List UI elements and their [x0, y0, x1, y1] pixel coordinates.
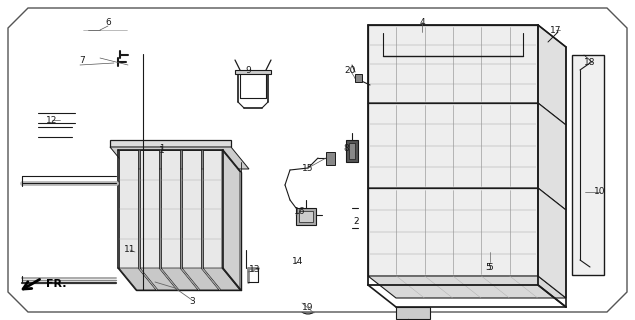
Ellipse shape: [139, 64, 147, 72]
Text: 20: 20: [344, 66, 356, 75]
Ellipse shape: [70, 113, 80, 123]
Text: 14: 14: [292, 258, 304, 267]
Polygon shape: [538, 103, 566, 210]
Text: FR.: FR.: [46, 279, 67, 289]
Polygon shape: [368, 25, 538, 103]
Text: 3: 3: [189, 298, 195, 307]
Text: 16: 16: [294, 207, 305, 217]
Text: 10: 10: [594, 188, 606, 196]
Polygon shape: [110, 140, 231, 147]
Ellipse shape: [148, 153, 162, 163]
Ellipse shape: [584, 55, 600, 69]
Ellipse shape: [83, 23, 127, 37]
Polygon shape: [119, 268, 156, 290]
Polygon shape: [346, 140, 358, 162]
Ellipse shape: [300, 302, 316, 314]
Text: 12: 12: [46, 116, 58, 124]
Ellipse shape: [87, 26, 123, 34]
Ellipse shape: [269, 54, 277, 62]
Polygon shape: [368, 188, 566, 210]
Polygon shape: [235, 70, 271, 74]
Polygon shape: [140, 268, 177, 290]
Polygon shape: [110, 147, 249, 169]
Polygon shape: [296, 208, 316, 225]
Text: 8: 8: [343, 143, 349, 153]
Ellipse shape: [290, 255, 300, 265]
Polygon shape: [368, 103, 538, 188]
Text: 17: 17: [551, 26, 562, 35]
Text: 4: 4: [419, 18, 425, 27]
Ellipse shape: [24, 127, 52, 137]
Ellipse shape: [161, 263, 180, 273]
Ellipse shape: [134, 60, 152, 76]
Text: 6: 6: [105, 18, 111, 27]
Text: 19: 19: [302, 302, 314, 311]
Ellipse shape: [588, 59, 596, 66]
Polygon shape: [572, 55, 604, 275]
Polygon shape: [368, 188, 538, 276]
Text: 5: 5: [485, 263, 491, 273]
Polygon shape: [368, 276, 566, 298]
Text: 2: 2: [353, 218, 359, 227]
Ellipse shape: [286, 251, 304, 269]
Ellipse shape: [119, 263, 138, 273]
Text: 11: 11: [124, 245, 136, 254]
Text: 5: 5: [487, 263, 493, 273]
Ellipse shape: [293, 258, 297, 262]
Polygon shape: [182, 268, 219, 290]
Ellipse shape: [67, 127, 77, 137]
Ellipse shape: [203, 263, 222, 273]
Text: 1: 1: [159, 143, 164, 153]
Ellipse shape: [24, 113, 52, 123]
Polygon shape: [161, 268, 198, 290]
Text: 7: 7: [79, 55, 85, 65]
Ellipse shape: [140, 263, 159, 273]
Ellipse shape: [347, 59, 355, 67]
Ellipse shape: [304, 305, 312, 311]
Polygon shape: [182, 150, 201, 268]
Polygon shape: [368, 103, 566, 125]
Polygon shape: [203, 268, 240, 290]
Text: 18: 18: [584, 58, 596, 67]
Ellipse shape: [557, 26, 563, 30]
Polygon shape: [326, 152, 335, 165]
Polygon shape: [299, 211, 313, 222]
Ellipse shape: [553, 23, 567, 33]
Polygon shape: [119, 150, 138, 268]
Text: 15: 15: [302, 164, 314, 172]
Polygon shape: [538, 188, 566, 298]
Polygon shape: [396, 307, 430, 319]
Text: 9: 9: [245, 66, 251, 75]
Polygon shape: [538, 25, 566, 125]
Polygon shape: [161, 150, 180, 268]
Polygon shape: [222, 150, 240, 290]
Ellipse shape: [182, 263, 201, 273]
Polygon shape: [8, 8, 627, 312]
Text: 13: 13: [250, 266, 261, 275]
Polygon shape: [349, 143, 355, 159]
Ellipse shape: [127, 54, 159, 82]
Polygon shape: [140, 150, 159, 268]
Ellipse shape: [116, 177, 124, 189]
Text: 1: 1: [159, 146, 165, 155]
Polygon shape: [355, 74, 362, 82]
Polygon shape: [203, 150, 222, 268]
Ellipse shape: [229, 54, 237, 62]
